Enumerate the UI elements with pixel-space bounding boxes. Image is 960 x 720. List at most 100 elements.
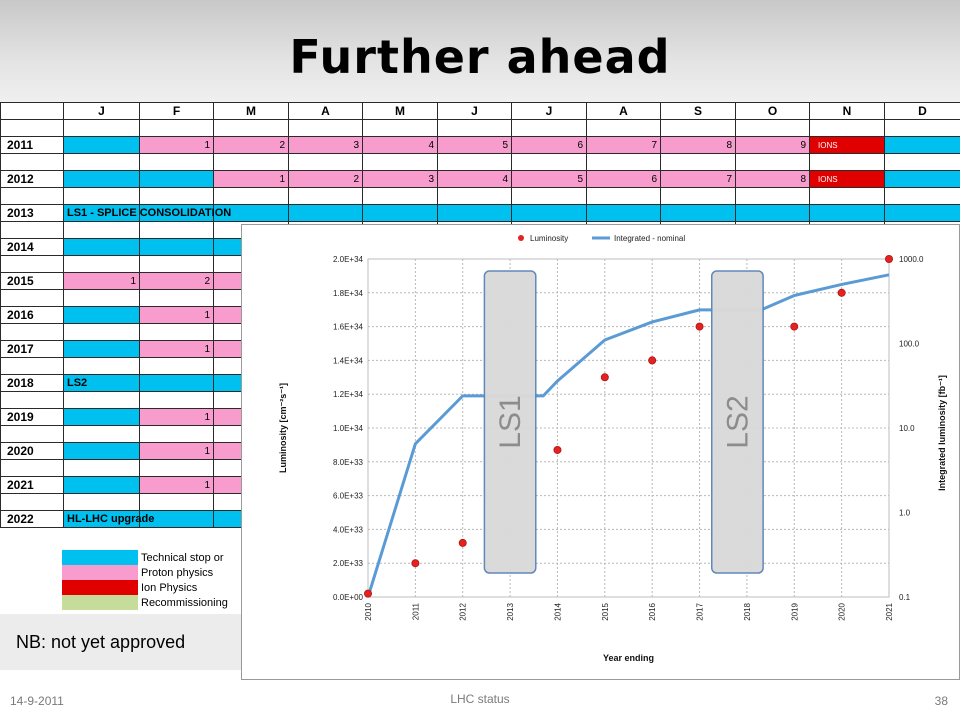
plot-area-border — [367, 258, 890, 598]
nb-note: NB: not yet approved — [16, 632, 186, 652]
schedule-cell — [660, 204, 736, 222]
schedule-cell — [213, 204, 289, 222]
schedule-cell: 3 — [362, 170, 438, 188]
schedule-cell: 8 — [660, 136, 736, 154]
integrated-luminosity-line — [366, 273, 890, 598]
schedule-cell: 3 — [288, 136, 363, 154]
shutdown-label: LS2 — [721, 395, 754, 448]
x-axis-title: Year ending — [603, 653, 654, 663]
spacer-cell — [139, 391, 214, 409]
spacer-cell — [63, 289, 140, 307]
y-tick-label: 1.6E+34 — [333, 323, 364, 332]
spacer-cell — [288, 187, 363, 205]
spacer-cell — [139, 289, 214, 307]
spacer-cell — [63, 493, 140, 511]
y-tick-label: 0.0E+00 — [333, 593, 364, 602]
legend-label-integrated: Integrated - nominal — [614, 234, 685, 243]
schedule-spacer-row — [0, 153, 960, 171]
schedule-cell: 5 — [437, 136, 512, 154]
schedule-cell: 7 — [586, 136, 661, 154]
x-tick-label: 2015 — [601, 602, 610, 620]
year-label: 2016 — [0, 306, 64, 324]
y-tick-label: 8.0E+33 — [333, 458, 364, 467]
x-tick-label: 2016 — [648, 602, 657, 620]
spacer-cell — [139, 323, 214, 341]
schedule-cell: 1 — [139, 476, 214, 494]
spacer-cell — [362, 153, 438, 171]
legend-item: Recommissioning — [62, 595, 242, 610]
spacer-cell — [139, 425, 214, 443]
year-label: 2013 — [0, 204, 64, 222]
schedule-cell: 4 — [437, 170, 512, 188]
luminosity-point — [458, 538, 467, 547]
y2-tick-label: 0.1 — [899, 593, 911, 602]
year-label: 2015 — [0, 272, 64, 290]
y-tick-label: 2.0E+33 — [333, 559, 364, 568]
month-header: S — [660, 102, 736, 120]
year-label: 2021 — [0, 476, 64, 494]
schedule-cell: 9 — [735, 136, 810, 154]
schedule-cell — [809, 204, 885, 222]
x-tick-label: 2010 — [364, 602, 373, 620]
spacer-cell — [63, 357, 140, 375]
y-axis-title: Luminosity [cm⁻²s⁻¹] — [278, 383, 288, 473]
spacer-cell — [63, 323, 140, 341]
month-header: M — [213, 102, 289, 120]
month-header: O — [735, 102, 810, 120]
year-label: 2012 — [0, 170, 64, 188]
legend-label: Proton physics — [141, 566, 214, 579]
year-label: 2020 — [0, 442, 64, 460]
schedule-cell — [139, 510, 214, 528]
spacer-cell — [63, 391, 140, 409]
spacer-cell — [63, 153, 140, 171]
x-tick-label: 2020 — [838, 602, 847, 620]
month-header: A — [586, 102, 661, 120]
spacer-cell — [139, 493, 214, 511]
spacer-cell — [0, 357, 64, 375]
spacer-cell — [63, 119, 140, 137]
schedule-cell: 1 — [139, 136, 214, 154]
legend-label: Technical stop or — [141, 551, 224, 564]
spacer-cell — [63, 459, 140, 477]
spacer-cell — [735, 153, 810, 171]
schedule-cell: 2 — [213, 136, 289, 154]
y2-tick-label: 10.0 — [899, 424, 915, 433]
legend-swatch — [62, 565, 138, 580]
schedule-cell — [362, 204, 438, 222]
shutdown-label: LS1 — [494, 395, 527, 448]
month-header: D — [884, 102, 960, 120]
spacer-cell — [0, 119, 64, 137]
y-tick-label: 6.0E+33 — [333, 492, 364, 501]
spacer-cell — [511, 119, 587, 137]
year-label: 2014 — [0, 238, 64, 256]
y-tick-label: 4.0E+33 — [333, 525, 364, 534]
schedule-cell: 2 — [288, 170, 363, 188]
y-tick-label: 2.0E+34 — [333, 255, 364, 264]
schedule-cell: LS2 — [63, 374, 140, 392]
period-label: HL-LHC upgrade — [67, 513, 155, 525]
x-tick-label: 2014 — [553, 602, 562, 620]
spacer-cell — [139, 153, 214, 171]
spacer-cell — [586, 153, 661, 171]
year-label: 2018 — [0, 374, 64, 392]
schedule-cell: 6 — [586, 170, 661, 188]
schedule-cell: IONS — [809, 136, 885, 154]
spacer-cell — [809, 153, 885, 171]
spacer-cell — [63, 221, 140, 239]
luminosity-point — [695, 322, 704, 331]
luminosity-point — [411, 559, 420, 568]
year-label: 2017 — [0, 340, 64, 358]
spacer-cell — [735, 187, 810, 205]
schedule-cell — [139, 238, 214, 256]
spacer-cell — [0, 391, 64, 409]
y2-tick-label: 1.0 — [899, 509, 911, 518]
luminosity-point — [790, 322, 799, 331]
schedule-cell — [63, 170, 140, 188]
spacer-cell — [511, 187, 587, 205]
legend-item: Technical stop or — [62, 550, 242, 565]
schedule-cell: 1 — [63, 272, 140, 290]
spacer-cell — [139, 119, 214, 137]
legend-label: Recommissioning — [141, 596, 228, 609]
luminosity-point — [648, 356, 657, 365]
luminosity-point — [600, 373, 609, 382]
